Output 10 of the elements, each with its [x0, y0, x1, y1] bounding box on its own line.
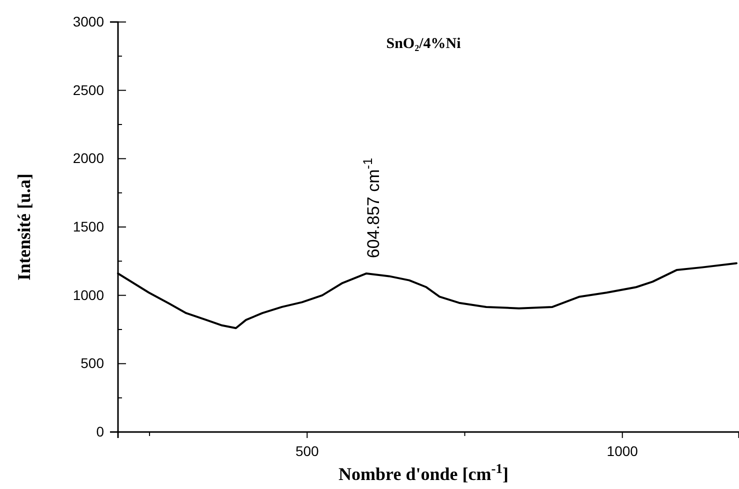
y-tick-label: 1000 — [72, 286, 104, 303]
y-tick-label: 1500 — [72, 218, 104, 234]
y-tick-label: 3000 — [72, 13, 104, 30]
y-tick-label: 0 — [96, 423, 104, 440]
x-axis-title: Nombre d'onde [cm$^{-1}$] — [338, 460, 508, 484]
y-axis-title: Intensité [u.a] — [14, 174, 34, 280]
y-tick-label: 2500 — [72, 82, 104, 98]
text: SnO₂/4%Ni — [386, 36, 461, 52]
y-tick-label: 500 — [80, 355, 104, 372]
y-tick-label: 2000 — [72, 150, 104, 166]
